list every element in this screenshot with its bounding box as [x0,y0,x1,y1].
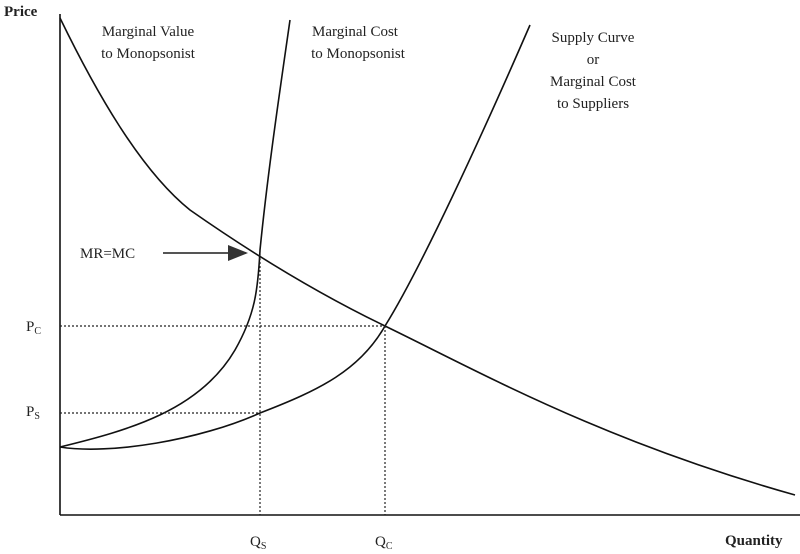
x-axis-label: Quantity [725,533,783,549]
label-line: to Monopsonist [101,46,196,62]
subscript: C [34,326,41,337]
symbol: P [26,404,34,420]
curve-label: Marginal Value to Monopsonist [101,24,196,62]
y-axis-label: Price [4,4,38,20]
quantity-level: QC [375,534,393,552]
marginal-value-curve [59,17,796,496]
quantity-level: QS [250,534,266,552]
subscript: C [386,541,393,552]
subscript: S [261,541,267,552]
label-line: to Monopsonist [311,46,406,62]
label-line: or [587,52,600,68]
marginal-cost-curve [59,19,291,448]
annotation: MR=MC [80,246,135,262]
label-line: Marginal Cost [312,24,399,40]
supply-curve [59,24,531,450]
symbol: Q [375,534,386,550]
price-level: PS [26,404,40,422]
curve-label: Supply Curve or Marginal Cost to Supplie… [550,30,637,112]
price-level: PC [26,319,41,337]
curve-label: Marginal Cost to Monopsonist [311,24,406,62]
symbol: Q [250,534,261,550]
label-line: to Suppliers [557,96,629,112]
subscript: S [34,411,40,422]
label-line: Supply Curve [552,30,635,46]
label-line: Marginal Cost [550,74,637,90]
label-line: Marginal Value [102,24,195,40]
symbol: P [26,319,34,335]
